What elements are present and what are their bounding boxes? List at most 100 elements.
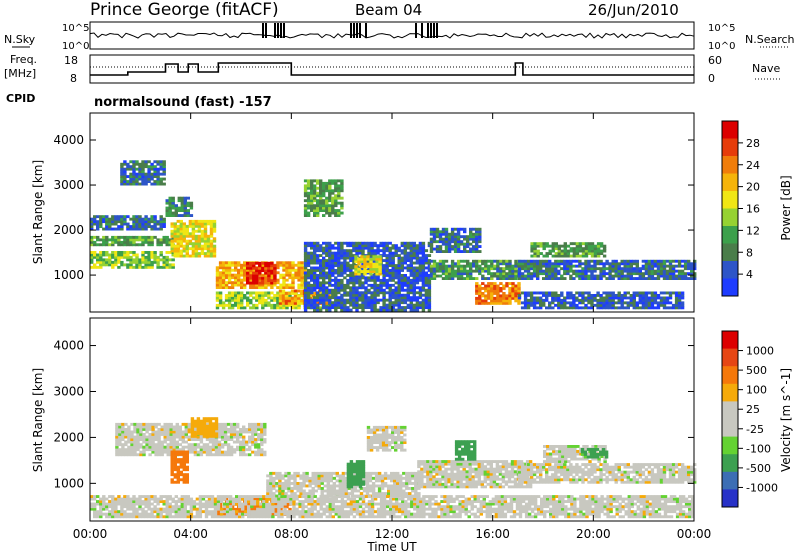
data-cell xyxy=(129,175,133,178)
data-cell xyxy=(261,497,265,501)
data-cell xyxy=(379,306,383,309)
data-cell xyxy=(179,244,183,248)
data-cell xyxy=(124,450,128,454)
data-cell xyxy=(406,281,410,285)
data-cell xyxy=(641,291,646,295)
freq-panel-frame xyxy=(89,54,695,84)
data-cell xyxy=(300,276,304,280)
data-cell xyxy=(605,262,609,266)
data-cell xyxy=(111,253,115,257)
data-cell xyxy=(197,239,202,243)
data-cell xyxy=(160,425,164,429)
data-cell xyxy=(343,291,347,295)
data-cell xyxy=(182,244,186,248)
data-cell xyxy=(258,264,262,268)
data-cell xyxy=(578,301,582,305)
data-cell xyxy=(484,259,488,263)
data-cell xyxy=(532,274,537,278)
data-cell xyxy=(581,249,586,253)
data-cell xyxy=(191,234,196,238)
data-cell xyxy=(173,468,177,472)
data-cell xyxy=(215,303,220,307)
data-cell xyxy=(376,246,380,250)
data-cell xyxy=(332,476,336,480)
data-cell xyxy=(668,294,673,297)
data-cell xyxy=(424,256,429,260)
data-cell xyxy=(337,241,341,245)
data-cell xyxy=(230,298,235,302)
data-cell xyxy=(376,283,380,287)
data-cell xyxy=(668,262,673,266)
data-cell xyxy=(218,296,223,300)
data-cell xyxy=(554,244,558,248)
data-cell xyxy=(373,303,377,307)
data-cell xyxy=(459,269,464,273)
data-cell xyxy=(334,179,338,183)
data-cell xyxy=(162,177,166,181)
data-cell xyxy=(632,277,636,280)
data-cell xyxy=(282,278,286,282)
data-cell xyxy=(478,289,482,293)
data-cell xyxy=(529,301,534,305)
data-cell xyxy=(254,428,258,431)
data-cell xyxy=(258,266,262,270)
data-cell xyxy=(674,303,679,307)
data-cell xyxy=(313,301,317,305)
data-cell xyxy=(623,264,627,268)
data-cell xyxy=(466,242,470,246)
data-cell xyxy=(424,281,429,285)
data-cell xyxy=(542,242,546,246)
data-cell xyxy=(453,264,458,268)
data-cell xyxy=(139,430,143,434)
data-cell xyxy=(394,266,398,270)
data-cell xyxy=(261,296,265,300)
data-cell xyxy=(629,267,633,271)
data-cell xyxy=(354,267,358,271)
data-cell xyxy=(147,220,151,224)
data-cell xyxy=(252,274,256,278)
data-cell xyxy=(142,433,146,436)
data-cell xyxy=(291,261,295,265)
data-cell xyxy=(520,291,525,295)
data-cell xyxy=(427,306,432,309)
data-cell xyxy=(355,298,359,302)
data-cell xyxy=(251,422,255,426)
noise-left-tick-high: 10^5 xyxy=(62,23,89,34)
data-cell xyxy=(319,189,323,193)
data-cell xyxy=(243,286,247,289)
data-cell xyxy=(203,224,208,228)
data-cell xyxy=(180,204,184,208)
data-cell xyxy=(508,301,512,305)
data-cell xyxy=(391,271,395,275)
data-cell xyxy=(313,246,317,250)
y-tick-label: 3000 xyxy=(53,178,84,192)
data-cell xyxy=(400,306,404,309)
data-cell xyxy=(382,274,386,277)
data-cell xyxy=(182,475,186,479)
data-cell xyxy=(322,189,326,193)
data-cell xyxy=(542,264,546,268)
data-cell xyxy=(557,264,561,268)
data-cell xyxy=(409,286,413,290)
data-cell xyxy=(626,269,630,273)
data-cell xyxy=(375,255,379,259)
data-cell xyxy=(188,234,193,238)
data-cell xyxy=(169,433,173,436)
data-cell xyxy=(96,225,100,228)
data-cell xyxy=(326,474,330,478)
data-cell xyxy=(316,298,320,302)
data-cell xyxy=(237,263,241,267)
data-cell xyxy=(317,482,321,485)
data-cell xyxy=(394,303,398,307)
data-cell xyxy=(453,247,458,251)
data-cell xyxy=(255,279,259,282)
data-cell xyxy=(602,244,607,248)
data-cell xyxy=(299,292,304,295)
data-cell xyxy=(279,273,283,277)
data-cell xyxy=(566,252,571,255)
data-cell xyxy=(447,235,452,239)
data-cell xyxy=(406,288,410,292)
data-cell xyxy=(159,251,163,254)
data-cell xyxy=(276,266,280,270)
data-cell xyxy=(447,269,452,273)
